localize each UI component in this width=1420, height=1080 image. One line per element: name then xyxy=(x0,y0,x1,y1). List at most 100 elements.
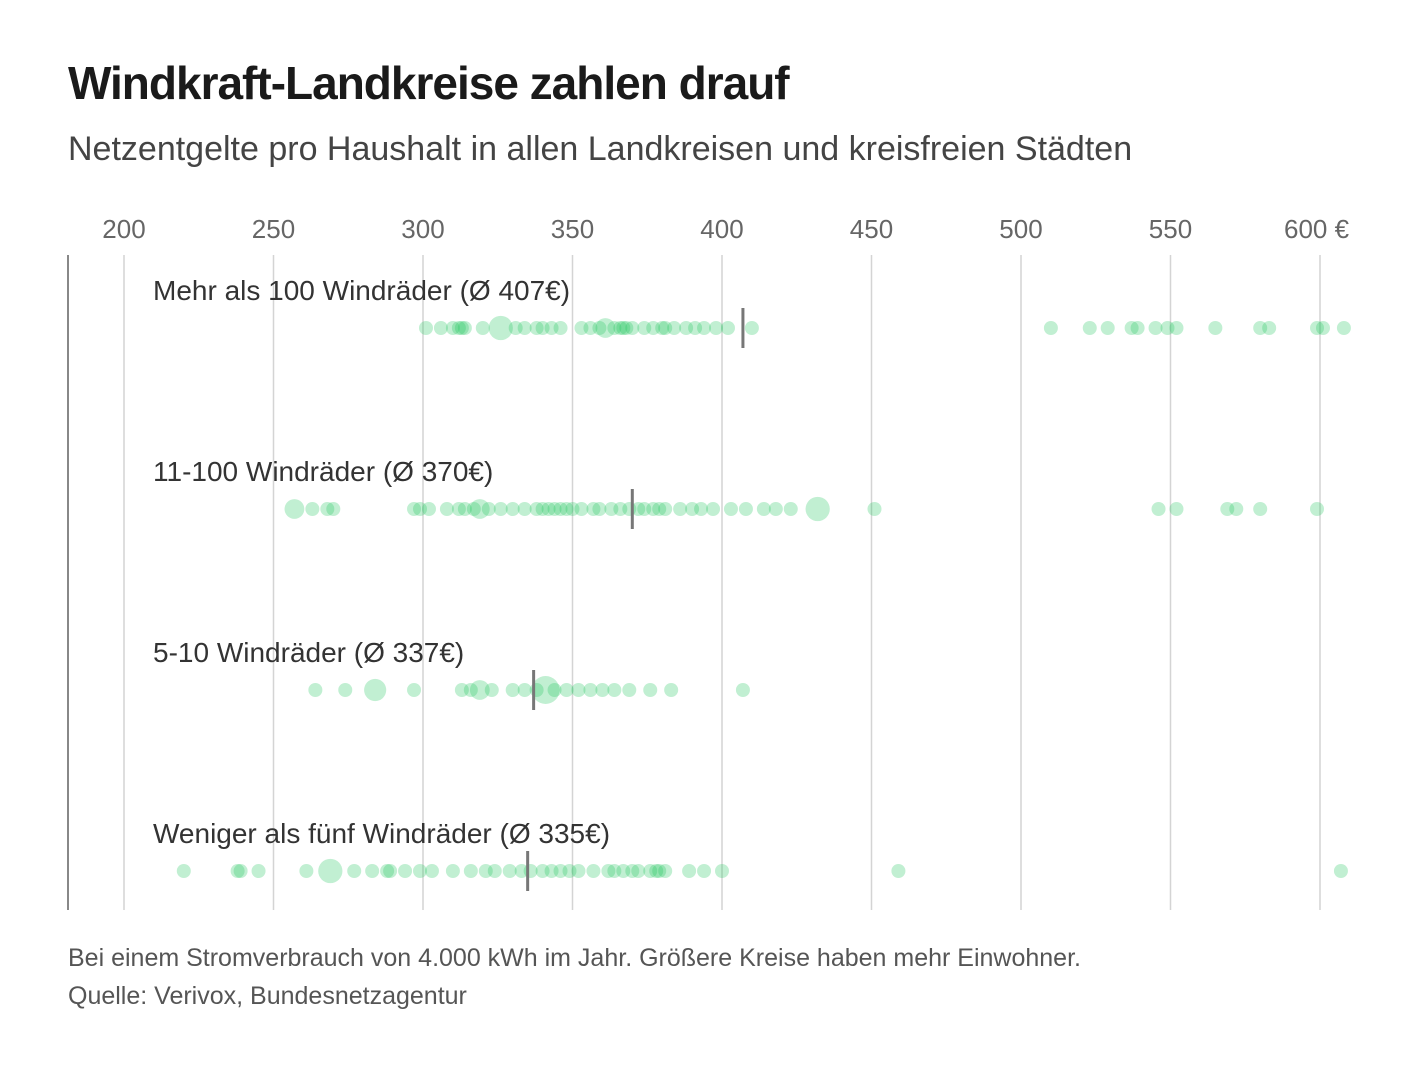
data-point xyxy=(694,502,709,516)
data-point xyxy=(738,502,753,516)
data-point xyxy=(649,864,664,878)
series-label: Weniger als fünf Windräder (Ø 335€) xyxy=(153,818,610,849)
data-point xyxy=(457,321,472,335)
data-point xyxy=(541,502,556,516)
data-point xyxy=(547,502,562,516)
data-point xyxy=(658,502,673,516)
data-point xyxy=(1333,864,1348,878)
data-point xyxy=(544,321,559,335)
data-point xyxy=(583,321,598,335)
data-point xyxy=(535,864,550,878)
data-point xyxy=(709,321,724,335)
data-point xyxy=(505,502,520,516)
data-point xyxy=(697,321,712,335)
data-point xyxy=(667,321,682,335)
data-point xyxy=(251,864,266,878)
data-point xyxy=(613,502,628,516)
data-point xyxy=(1148,321,1163,335)
data-point xyxy=(601,864,616,878)
data-point xyxy=(364,678,387,702)
data-point xyxy=(673,502,688,516)
data-point xyxy=(529,321,544,335)
data-point xyxy=(652,502,667,516)
data-point xyxy=(658,321,673,335)
data-point xyxy=(535,321,550,335)
data-point xyxy=(607,864,622,878)
data-point xyxy=(685,502,700,516)
data-point xyxy=(407,502,422,516)
source-note: Quelle: Verivox, Bundesnetzagentur xyxy=(68,982,467,1010)
data-point xyxy=(326,502,341,516)
data-point xyxy=(706,502,721,516)
data-point xyxy=(505,683,520,697)
data-point xyxy=(1208,321,1223,335)
data-point xyxy=(637,321,652,335)
data-point xyxy=(1130,321,1145,335)
data-point xyxy=(1253,321,1268,335)
data-point xyxy=(616,864,631,878)
series-label: Mehr als 100 Windräder (Ø 407€) xyxy=(153,275,570,306)
data-point xyxy=(424,864,439,878)
data-point xyxy=(230,864,245,878)
data-point xyxy=(891,864,906,878)
data-point xyxy=(320,502,335,516)
data-point xyxy=(347,864,362,878)
data-point xyxy=(1336,321,1351,335)
data-point xyxy=(574,321,589,335)
data-point xyxy=(531,676,560,704)
data-point xyxy=(646,502,661,516)
data-point xyxy=(715,864,729,878)
data-point xyxy=(756,502,771,516)
data-point xyxy=(418,321,433,335)
data-point xyxy=(553,864,568,878)
data-point xyxy=(484,683,499,697)
data-point xyxy=(517,683,532,697)
data-point xyxy=(547,683,562,697)
x-tick-label: 350 xyxy=(551,214,594,244)
data-point xyxy=(643,683,658,697)
data-point xyxy=(613,321,628,335)
data-point xyxy=(535,502,550,516)
data-point xyxy=(529,502,544,516)
data-point xyxy=(783,502,798,516)
data-point xyxy=(655,321,670,335)
data-point xyxy=(284,499,305,519)
data-point xyxy=(1082,321,1097,335)
data-point xyxy=(439,502,454,516)
data-point xyxy=(664,683,679,697)
data-point xyxy=(481,502,496,516)
footnote: Bei einem Stromverbrauch von 4.000 kWh i… xyxy=(68,944,1081,972)
data-point xyxy=(1315,321,1330,335)
chart-subtitle: Netzentgelte pro Haushalt in allen Landk… xyxy=(68,130,1133,168)
data-point xyxy=(413,502,428,516)
data-point xyxy=(658,864,673,878)
data-point xyxy=(502,864,517,878)
x-tick-label: 450 xyxy=(850,214,893,244)
strip-plot: 200 250 300 350 400 450 500 550 600 € Mehr als 10… xyxy=(67,214,1351,910)
data-point xyxy=(523,864,538,878)
data-point xyxy=(631,864,646,878)
data-point xyxy=(1262,321,1277,335)
x-tick-label: 300 xyxy=(401,214,444,244)
data-point xyxy=(643,864,658,878)
data-point xyxy=(508,321,523,335)
data-point xyxy=(365,864,380,878)
data-point xyxy=(463,683,478,697)
data-point xyxy=(338,683,353,697)
data-point xyxy=(451,502,466,516)
data-point xyxy=(1253,502,1268,516)
data-point xyxy=(586,502,601,516)
data-point xyxy=(380,864,395,878)
data-point xyxy=(544,864,559,878)
data-point xyxy=(1151,502,1166,516)
data-point xyxy=(517,321,532,335)
x-tick-label: 400 xyxy=(700,214,743,244)
data-point xyxy=(318,858,343,884)
data-point xyxy=(398,864,413,878)
data-point xyxy=(493,502,508,516)
data-point xyxy=(631,502,646,516)
data-point xyxy=(867,502,882,516)
data-point xyxy=(478,864,493,878)
data-point xyxy=(514,864,529,878)
data-point xyxy=(445,864,460,878)
